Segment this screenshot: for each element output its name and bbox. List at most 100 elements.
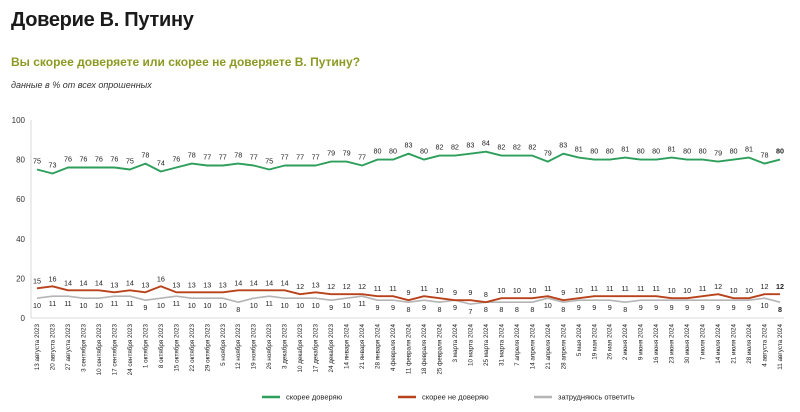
data-label-distrust: 11 [374, 284, 381, 293]
data-label-distrust: 14 [265, 278, 273, 287]
x-tick-label: 23 июня 2024 [669, 324, 676, 364]
data-label-distrust: 14 [64, 278, 72, 287]
data-label-hard: 9 [701, 303, 705, 312]
data-label-hard: 7 [468, 307, 472, 316]
y-tick-label: 60 [16, 195, 25, 204]
data-label-hard: 8 [236, 305, 240, 314]
data-label-hard: 9 [391, 303, 395, 312]
data-label-trust: 82 [451, 143, 459, 152]
x-tick-label: 16 июня 2024 [653, 324, 660, 364]
x-tick-label: 14 июля 2024 [715, 324, 722, 364]
data-label-distrust: 14 [234, 278, 242, 287]
data-label-trust: 76 [110, 155, 118, 164]
data-label-distrust: 11 [544, 284, 551, 293]
x-tick-label: 15 октября 2023 [172, 324, 180, 372]
data-label-trust: 79 [544, 149, 552, 158]
data-label-trust: 80 [776, 147, 784, 156]
data-label-trust: 82 [497, 143, 505, 152]
data-label-hard: 10 [188, 301, 196, 310]
data-label-trust: 78 [188, 151, 196, 160]
data-label-trust: 83 [405, 141, 413, 150]
x-tick-label: 29 октября 2023 [203, 324, 211, 372]
x-tick-label: 27 августа 2023 [65, 324, 72, 371]
data-label-hard: 10 [33, 301, 41, 310]
x-tick-label: 4 февраля 2024 [390, 324, 397, 372]
data-label-trust: 80 [637, 147, 645, 156]
data-label-hard: 10 [281, 301, 289, 310]
data-label-hard: 8 [407, 305, 411, 314]
data-label-trust: 80 [652, 147, 660, 156]
data-label-trust: 79 [714, 149, 722, 158]
x-tick-label: 25 марта 2024 [483, 324, 490, 367]
data-label-hard: 9 [143, 303, 147, 312]
data-label-trust: 77 [296, 153, 304, 162]
data-label-hard: 8 [778, 305, 782, 314]
data-label-distrust: 14 [250, 278, 258, 287]
data-label-trust: 77 [281, 153, 289, 162]
data-label-hard: 10 [312, 301, 320, 310]
data-label-trust: 80 [389, 147, 397, 156]
data-label-trust: 83 [559, 141, 567, 150]
x-tick-label: 17 сентября 2023 [110, 324, 118, 376]
data-label-distrust: 10 [745, 286, 753, 295]
legend-label-hard: затрудняюсь ответить [558, 393, 635, 402]
data-label-hard: 8 [530, 305, 534, 314]
data-label-hard: 9 [577, 303, 581, 312]
x-tick-label: 28 января 2024 [375, 324, 382, 370]
data-label-trust: 80 [730, 147, 738, 156]
data-label-trust: 84 [482, 139, 490, 148]
data-label-hard: 10 [544, 301, 552, 310]
data-label-hard: 11 [49, 299, 56, 308]
data-label-distrust: 10 [683, 286, 691, 295]
data-label-trust: 77 [312, 153, 320, 162]
data-label-trust: 82 [513, 143, 521, 152]
data-label-distrust: 14 [126, 278, 134, 287]
y-tick-label: 80 [16, 156, 25, 165]
data-label-trust: 76 [79, 155, 87, 164]
x-tick-label: 10 марта 2024 [467, 324, 474, 367]
chart-subtitle: Вы скорее доверяете или скорее не доверя… [11, 55, 361, 69]
x-tick-label: 14 января 2024 [344, 324, 351, 370]
data-label-distrust: 13 [312, 280, 320, 289]
x-tick-label: 19 мая 2024 [591, 324, 598, 360]
data-label-distrust: 13 [188, 280, 196, 289]
data-label-hard: 11 [111, 299, 118, 308]
data-label-distrust: 10 [575, 286, 583, 295]
data-label-distrust: 12 [761, 282, 769, 291]
data-label-distrust: 10 [730, 286, 738, 295]
data-label-trust: 78 [234, 151, 242, 160]
data-label-hard: 9 [654, 303, 658, 312]
data-label-trust: 80 [374, 147, 382, 156]
legend-label-distrust: скорее не доверяю [422, 393, 489, 402]
x-tick-label: 5 ноября 2023 [219, 324, 227, 366]
data-label-trust: 76 [172, 155, 180, 164]
series-line-distrust [36, 285, 780, 304]
data-label-hard: 11 [126, 299, 133, 308]
data-label-trust: 75 [265, 157, 273, 166]
x-tick-label: 7 апреля 2024 [514, 324, 521, 366]
x-tick-label: 28 апреля 2024 [560, 324, 567, 370]
x-tick-label: 31 марта 2024 [498, 324, 505, 367]
y-tick-label: 40 [16, 235, 25, 244]
data-label-distrust: 10 [513, 286, 521, 295]
data-label-distrust: 12 [714, 282, 722, 291]
x-tick-label: 7 июля 2024 [700, 324, 707, 361]
data-label-distrust: 14 [95, 278, 103, 287]
data-label-distrust: 10 [668, 286, 676, 295]
data-label-hard: 8 [515, 305, 519, 314]
data-label-distrust: 12 [296, 282, 304, 291]
data-label-distrust: 11 [699, 284, 706, 293]
x-tick-label: 9 июня 2024 [638, 324, 645, 361]
data-label-hard: 10 [343, 301, 351, 310]
data-label-hard: 10 [219, 301, 227, 310]
x-tick-label: 20 августа 2023 [49, 324, 56, 371]
data-label-distrust: 11 [621, 284, 628, 293]
data-label-distrust: 11 [652, 284, 659, 293]
legend-label-trust: скорее доверяю [286, 393, 343, 402]
data-label-distrust: 14 [79, 278, 87, 287]
data-label-trust: 82 [435, 143, 443, 152]
data-label-trust: 77 [203, 153, 211, 162]
x-tick-label: 10 сентября 2023 [95, 324, 103, 376]
data-label-trust: 81 [745, 145, 753, 154]
